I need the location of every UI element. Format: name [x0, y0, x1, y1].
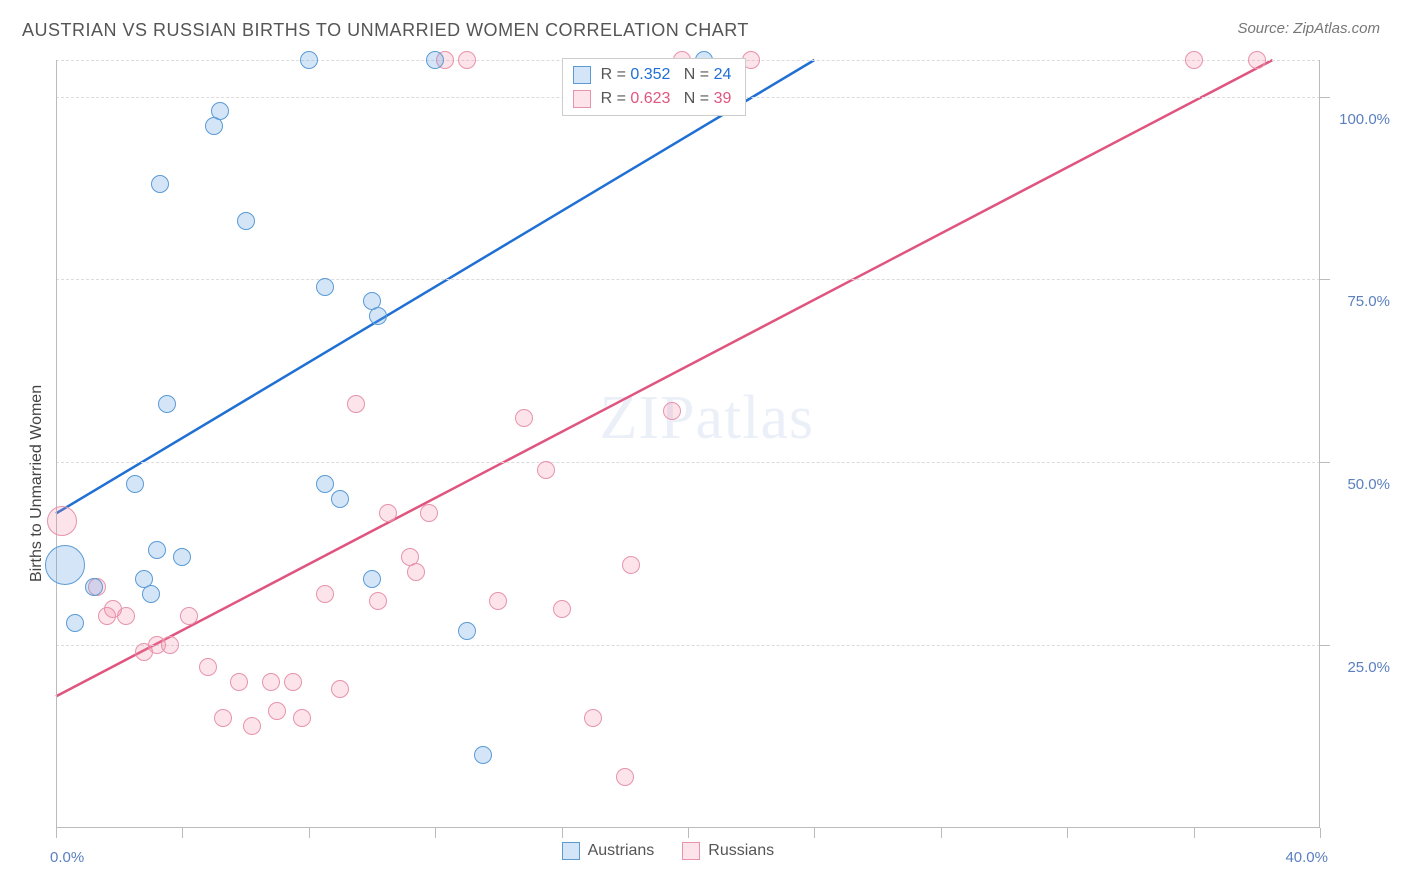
point-russians: [180, 607, 198, 625]
point-austrians: [85, 578, 103, 596]
legend-stats-russians: R = 0.623 N = 39: [601, 87, 732, 111]
point-austrians: [211, 102, 229, 120]
point-russians: [420, 504, 438, 522]
point-russians: [316, 585, 334, 603]
point-austrians: [331, 490, 349, 508]
legend-item-russians: Russians: [682, 842, 774, 860]
point-russians: [284, 673, 302, 691]
watermark: ZIPatlas: [600, 383, 815, 454]
y-axis-line-left: [56, 60, 57, 828]
point-austrians: [158, 395, 176, 413]
point-austrians: [126, 475, 144, 493]
y-tick: [1320, 462, 1330, 463]
point-russians: [584, 709, 602, 727]
point-austrians: [363, 570, 381, 588]
swatch-austrians: [573, 66, 591, 84]
chart-title: AUSTRIAN VS RUSSIAN BIRTHS TO UNMARRIED …: [22, 20, 749, 41]
point-russians: [230, 673, 248, 691]
y-tick-label: 75.0%: [1347, 293, 1390, 310]
trend-line-austrians: [56, 60, 814, 513]
point-russians: [537, 461, 555, 479]
point-russians: [407, 563, 425, 581]
y-tick: [1320, 97, 1330, 98]
x-tick: [688, 828, 689, 838]
legend-label-austrians: Austrians: [588, 842, 655, 860]
point-russians: [515, 409, 533, 427]
point-austrians: [237, 212, 255, 230]
series-legend: Austrians Russians: [562, 842, 775, 860]
point-austrians: [45, 545, 85, 585]
trend-lines: [56, 60, 1320, 828]
point-austrians: [300, 51, 318, 69]
point-austrians: [173, 548, 191, 566]
point-russians: [262, 673, 280, 691]
correlation-legend: R = 0.352 N = 24R = 0.623 N = 39: [562, 58, 747, 116]
legend-row-austrians: R = 0.352 N = 24: [573, 63, 732, 87]
x-tick: [435, 828, 436, 838]
point-austrians: [142, 585, 160, 603]
point-russians: [369, 592, 387, 610]
y-tick-label: 50.0%: [1347, 476, 1390, 493]
point-russians: [622, 556, 640, 574]
point-austrians: [148, 541, 166, 559]
y-tick-label: 100.0%: [1339, 111, 1390, 128]
legend-item-austrians: Austrians: [562, 842, 655, 860]
point-austrians: [316, 278, 334, 296]
swatch-austrians: [562, 842, 580, 860]
y-tick: [1320, 645, 1330, 646]
x-tick-label: 40.0%: [1285, 849, 1328, 866]
point-russians: [663, 402, 681, 420]
legend-stats-austrians: R = 0.352 N = 24: [601, 63, 732, 87]
plot-area: ZIPatlas 25.0%50.0%75.0%100.0%0.0%40.0%: [56, 60, 1320, 828]
point-russians: [347, 395, 365, 413]
point-russians: [117, 607, 135, 625]
point-russians: [243, 717, 261, 735]
trend-line-russians: [56, 60, 1273, 696]
point-russians: [47, 506, 77, 536]
legend-row-russians: R = 0.623 N = 39: [573, 87, 732, 111]
x-tick: [56, 828, 57, 838]
point-russians: [553, 600, 571, 618]
point-austrians: [474, 746, 492, 764]
point-austrians: [151, 175, 169, 193]
point-austrians: [316, 475, 334, 493]
point-austrians: [458, 622, 476, 640]
point-austrians: [66, 614, 84, 632]
x-tick: [1320, 828, 1321, 838]
y-axis-title: Births to Unmarried Women: [28, 385, 46, 582]
y-tick-label: 25.0%: [1347, 659, 1390, 676]
y-axis-line-right: [1319, 60, 1320, 828]
x-tick-label: 0.0%: [50, 849, 84, 866]
x-tick: [1067, 828, 1068, 838]
legend-label-russians: Russians: [708, 842, 774, 860]
point-russians: [161, 636, 179, 654]
x-tick: [814, 828, 815, 838]
point-russians: [489, 592, 507, 610]
gridline: [56, 279, 1320, 280]
point-russians: [199, 658, 217, 676]
point-russians: [379, 504, 397, 522]
swatch-russians: [682, 842, 700, 860]
point-russians: [1185, 51, 1203, 69]
point-russians: [458, 51, 476, 69]
point-russians: [293, 709, 311, 727]
x-tick: [562, 828, 563, 838]
point-russians: [214, 709, 232, 727]
point-russians: [331, 680, 349, 698]
x-tick: [309, 828, 310, 838]
x-tick: [182, 828, 183, 838]
swatch-russians: [573, 90, 591, 108]
gridline: [56, 462, 1320, 463]
x-tick: [941, 828, 942, 838]
point-russians: [1248, 51, 1266, 69]
point-russians: [616, 768, 634, 786]
y-tick: [1320, 279, 1330, 280]
gridline: [56, 645, 1320, 646]
source-label: Source: ZipAtlas.com: [1237, 20, 1380, 37]
point-russians: [268, 702, 286, 720]
point-austrians: [369, 307, 387, 325]
x-tick: [1194, 828, 1195, 838]
